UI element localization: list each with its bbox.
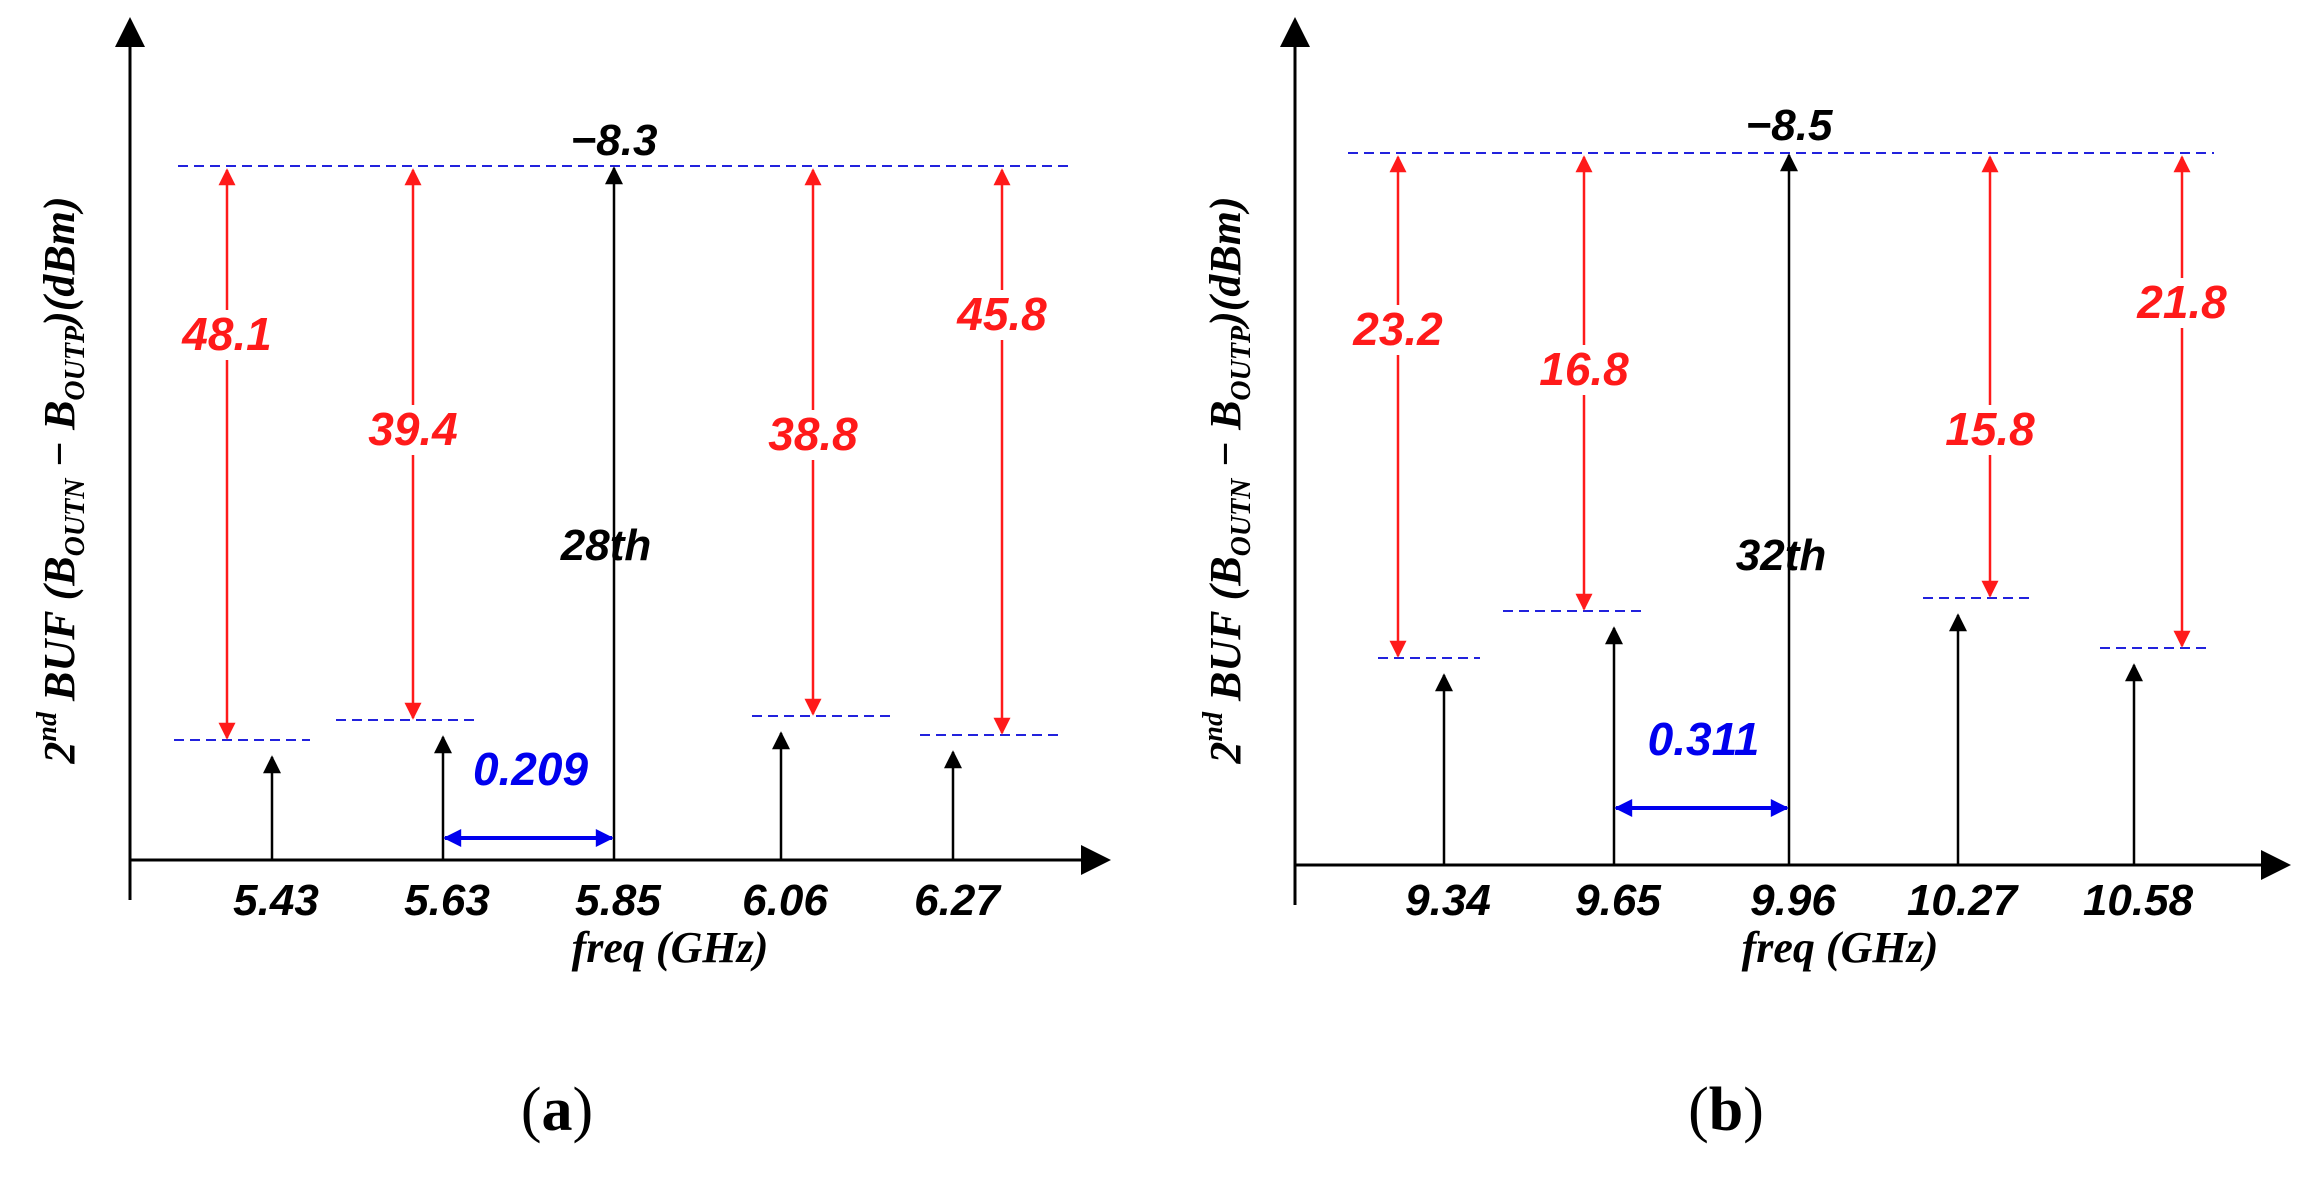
x-axis-label: freq (GHz) [572, 923, 769, 972]
difference-label-bg [1526, 345, 1642, 395]
difference-label: 39.4 [368, 403, 458, 455]
panel-b: −8.5 32th 23.2 16.8 15.8 21.8 0.311 9.34 9.65 9.9… [1198, 17, 2291, 1144]
spacing-label: 0.311 [1648, 713, 1760, 765]
y-axis-label: 2nd BUF (BOUTN − BOUTP)(dBm) [1198, 196, 1257, 764]
difference-label-bg [1932, 405, 2048, 455]
carrier-value-label: −8.3 [571, 116, 658, 165]
x-tick-label: 5.85 [575, 876, 661, 925]
difference-label-bg [755, 410, 871, 460]
carrier-harmonic-label: 32th [1736, 531, 1826, 580]
x-tick-label: 9.96 [1750, 876, 1836, 925]
difference-label-bg [355, 405, 471, 455]
x-tick-label: 6.27 [914, 876, 1002, 925]
difference-label-bg [1340, 305, 1456, 355]
difference-label: 16.8 [1539, 343, 1629, 395]
carrier-harmonic-label: 28th [560, 521, 651, 570]
x-tick-label: 5.43 [233, 876, 319, 925]
x-axis-label: freq (GHz) [1742, 923, 1939, 972]
difference-label: 23.2 [1352, 303, 1443, 355]
panel-label: (a) [521, 1076, 593, 1144]
panel-label: (b) [1688, 1076, 1764, 1144]
difference-label: 48.1 [181, 308, 272, 360]
difference-label: 45.8 [956, 288, 1047, 340]
carrier-value-label: −8.5 [1746, 101, 1833, 150]
x-tick-label: 6.06 [742, 876, 828, 925]
x-tick-label: 10.27 [1907, 876, 2020, 925]
difference-label-bg [944, 290, 1060, 340]
spacing-label: 0.209 [473, 743, 589, 795]
x-tick-label: 10.58 [2083, 876, 2194, 925]
difference-label-bg [2124, 278, 2240, 328]
difference-label: 21.8 [2136, 276, 2227, 328]
x-tick-label: 9.65 [1575, 876, 1661, 925]
difference-label: 15.8 [1945, 403, 2035, 455]
difference-label-bg [169, 310, 285, 360]
difference-label: 38.8 [768, 408, 858, 460]
y-axis-label: 2nd BUF (BOUTN − BOUTP)(dBm) [32, 196, 91, 764]
x-tick-label: 5.63 [404, 876, 490, 925]
x-tick-label: 9.34 [1405, 876, 1491, 925]
panel-a: −8.3 28th 48.1 39.4 38.8 45.8 0.209 5.43 5.63 5.8… [32, 17, 1111, 1144]
